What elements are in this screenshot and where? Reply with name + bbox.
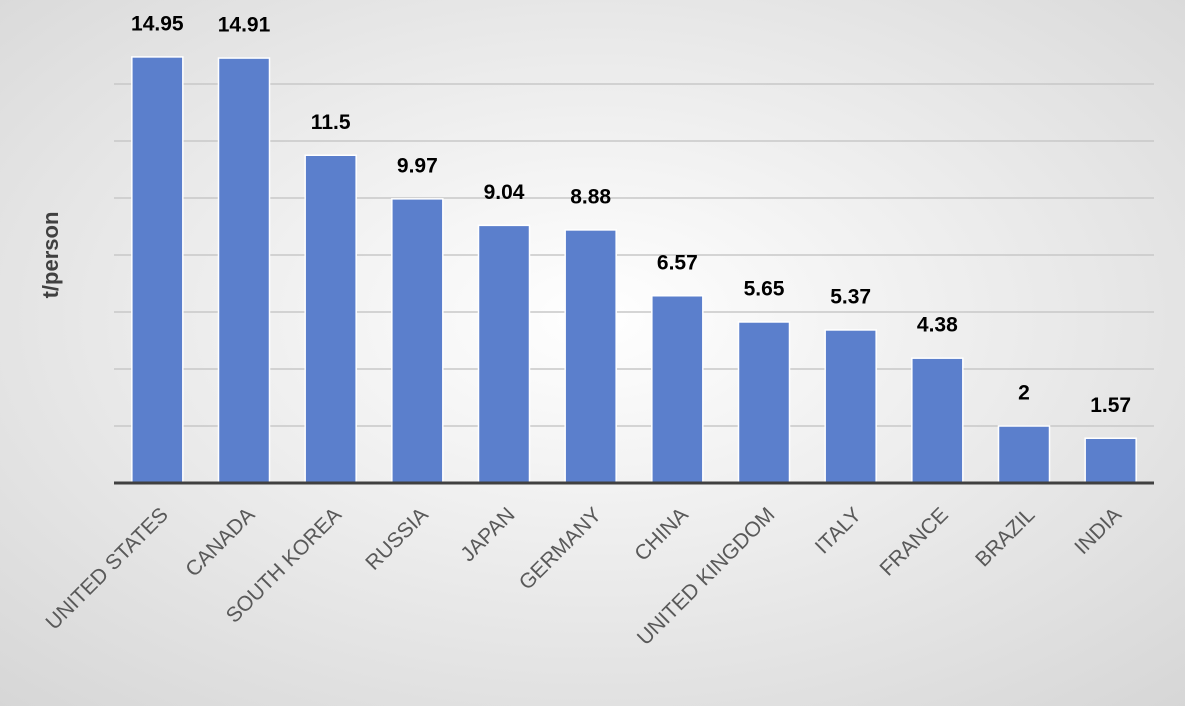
data-label: 9.97 — [397, 154, 438, 177]
bar — [391, 198, 444, 484]
data-label: 6.57 — [657, 251, 698, 274]
bar — [997, 425, 1051, 484]
data-label: 14.91 — [218, 14, 271, 37]
data-label: 5.65 — [744, 278, 785, 301]
y-axis-label: t/person — [38, 212, 63, 299]
bar — [131, 56, 184, 484]
bar — [651, 295, 704, 484]
bar — [217, 57, 271, 484]
data-label: 1.57 — [1090, 394, 1131, 417]
bar — [737, 321, 791, 484]
bar — [911, 357, 964, 484]
data-label: 4.38 — [917, 314, 958, 337]
bar — [1084, 437, 1137, 484]
data-label: 9.04 — [484, 181, 525, 204]
bar — [304, 154, 357, 484]
bar — [824, 329, 877, 484]
data-label: 11.5 — [311, 111, 351, 134]
bar — [564, 229, 617, 484]
bar — [477, 224, 531, 484]
data-label: 2 — [1018, 382, 1030, 405]
data-label: 8.88 — [570, 185, 611, 208]
data-label: 5.37 — [830, 286, 871, 309]
data-label: 14.95 — [131, 12, 184, 35]
